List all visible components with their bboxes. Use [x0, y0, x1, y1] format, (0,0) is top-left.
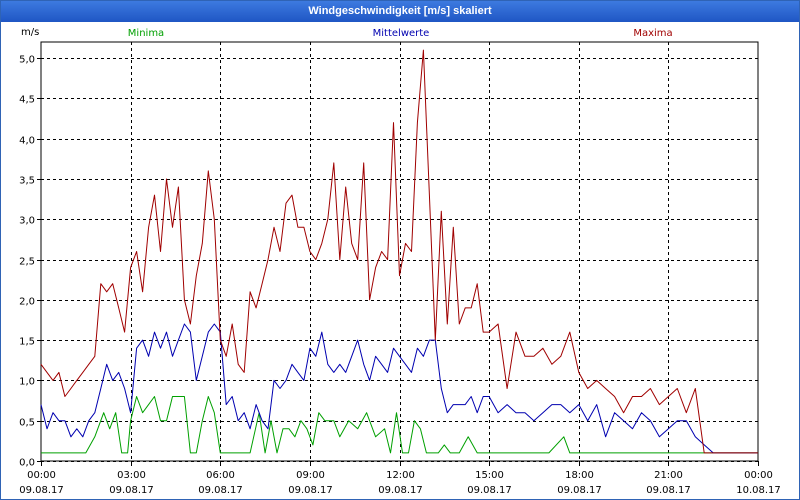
y-axis-label: m/s	[21, 27, 39, 38]
x-tick-time: 12:00	[386, 470, 415, 481]
series-line-minima	[41, 396, 758, 454]
window-title: Windgeschwindigkeit [m/s] skaliert	[1, 1, 799, 22]
plot-frame	[40, 41, 759, 462]
y-tick-label: 5,0	[19, 55, 35, 66]
y-tick-label: 1,0	[19, 377, 35, 388]
x-tick-date: 09.08.17	[198, 485, 243, 496]
y-tick-label: 4,5	[19, 95, 35, 106]
y-tick-label: 3,0	[19, 216, 35, 227]
y-tick-label: 2,5	[19, 257, 35, 268]
series-line-mittelwerte	[40, 323, 758, 454]
x-tick-time: 03:00	[117, 470, 146, 481]
x-tick-date: 09.08.17	[646, 485, 691, 496]
legend-entry-mittelwerte: Mittelwerte	[373, 28, 430, 39]
y-tick-label: 2,0	[19, 297, 35, 308]
y-tick-label: 1,5	[19, 337, 35, 348]
x-tick-time: 00:00	[27, 470, 56, 481]
x-tick-time: 18:00	[565, 470, 594, 481]
y-tick-label: 0,0	[19, 458, 35, 469]
x-tick-date: 09.08.17	[288, 485, 333, 496]
x-tick-date: 09.08.17	[467, 485, 512, 496]
x-tick-date: 09.08.17	[378, 485, 423, 496]
legend: Minima Mittelwerte Maxima	[128, 28, 673, 39]
grid	[41, 42, 758, 462]
wind-speed-chart: 0,0 0,5 1,0 1,5 2,0 2,5 3,0 3,5 4,0 4,5 5,0 00:00 09…	[19, 27, 781, 496]
x-tick-time: 21:00	[654, 470, 683, 481]
y-tick-label: 4,0	[19, 136, 35, 147]
x-tick-time: 09:00	[296, 470, 325, 481]
x-tick-date: 10.08.17	[736, 485, 781, 496]
x-tick-date: 09.08.17	[557, 485, 602, 496]
x-tick-date: 09.08.17	[19, 485, 64, 496]
legend-entry-minima: Minima	[128, 28, 164, 39]
x-tick-date: 09.08.17	[109, 485, 154, 496]
x-tick-time: 15:00	[475, 470, 504, 481]
y-tick-label: 3,5	[19, 176, 35, 187]
axes: 0,0 0,5 1,0 1,5 2,0 2,5 3,0 3,5 4,0 4,5 5,0 00:00 09…	[19, 27, 781, 496]
series-layer	[40, 49, 758, 454]
y-tick-label: 0,5	[19, 418, 35, 429]
x-tick-time: 06:00	[206, 470, 235, 481]
legend-entry-maxima: Maxima	[633, 28, 672, 39]
x-tick-time: 00:00	[744, 470, 773, 481]
series-line-maxima	[40, 49, 758, 454]
